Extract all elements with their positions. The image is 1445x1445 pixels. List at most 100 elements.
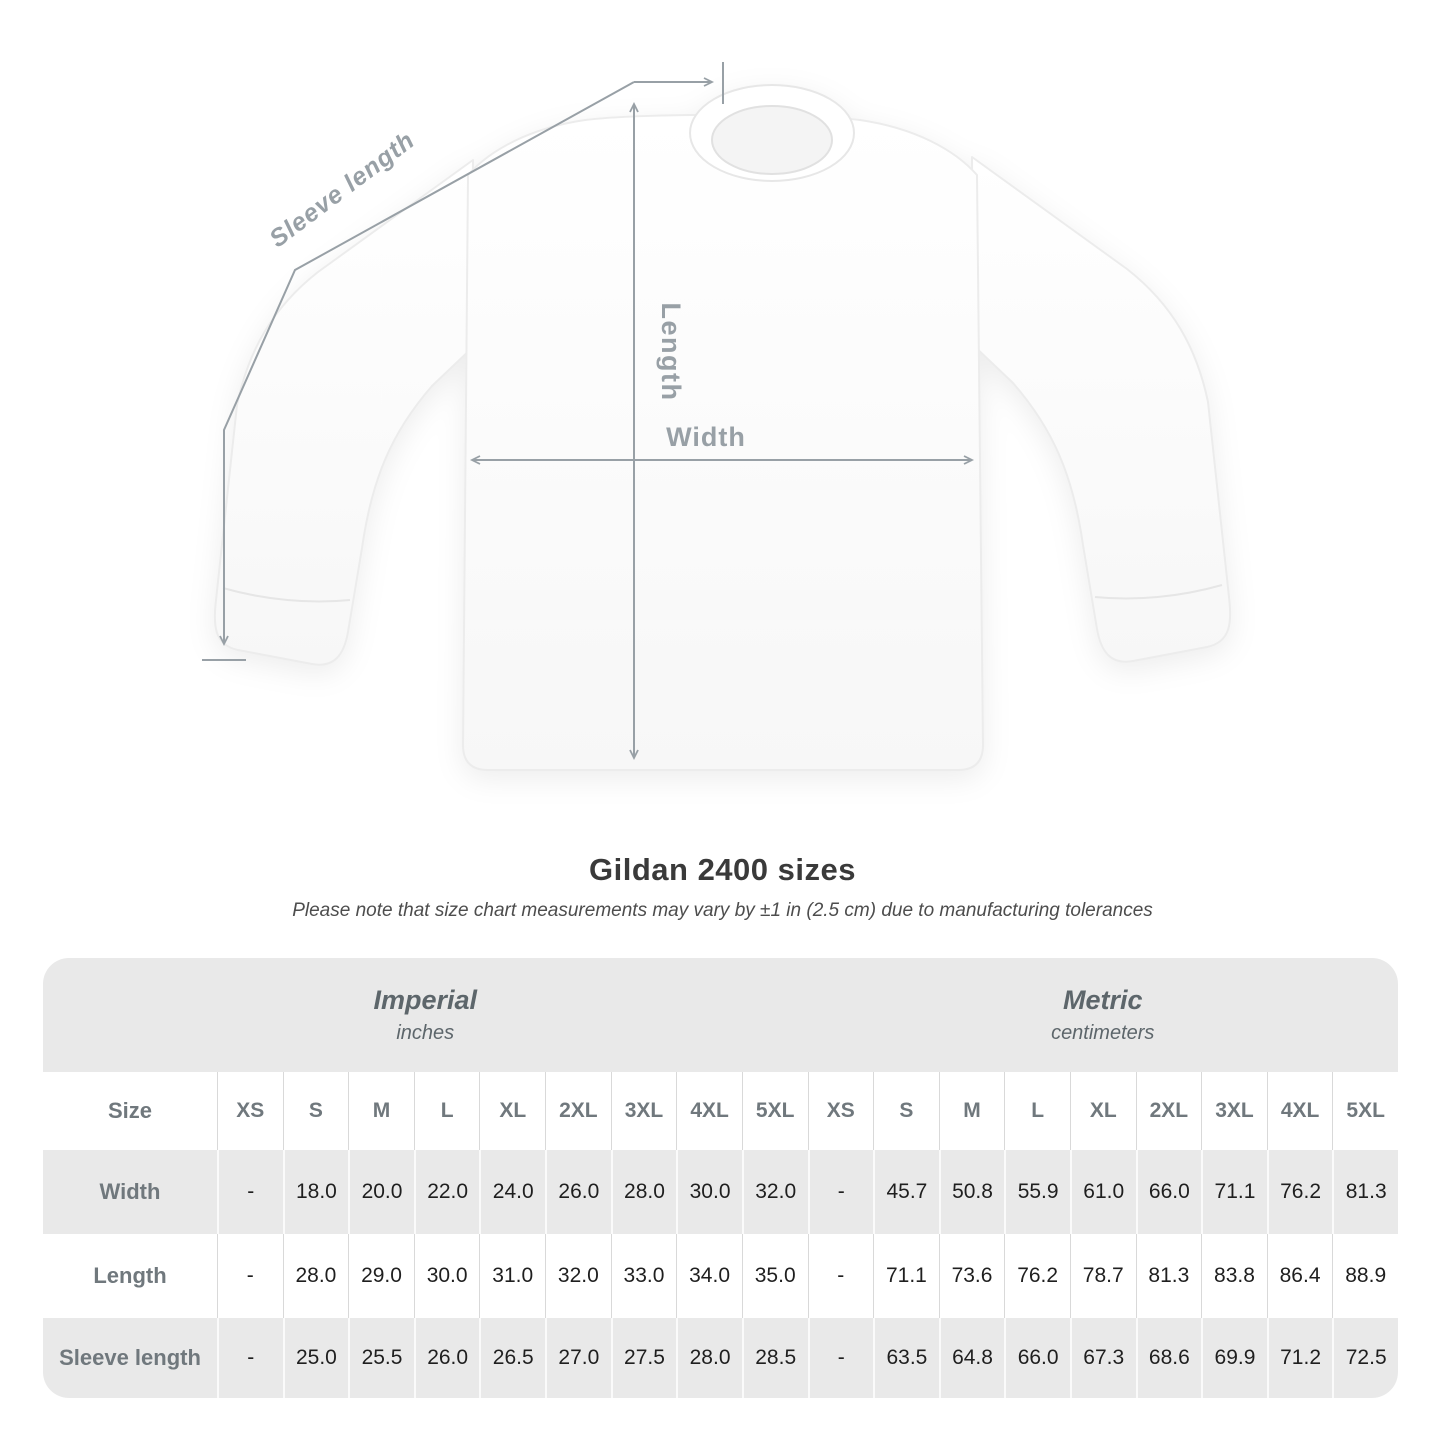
tolerance-note: Please note that size chart measurements… [292, 900, 1153, 921]
measurement-value: 76.2 [1266, 1150, 1333, 1234]
size-column-header: S [282, 1072, 349, 1150]
size-column-header: 4XL [1266, 1072, 1333, 1150]
metric-title: Metric [1062, 985, 1143, 1015]
measurement-value: 71.1 [873, 1234, 939, 1318]
size-column-header: L [413, 1072, 480, 1150]
table-row: Sleeve length -25.0 25.5 26.0 26.5 27.0 27.5 28… [43, 1318, 1398, 1398]
size-column-header: 3XL [1201, 1072, 1267, 1150]
measurement-value: 26.0 [545, 1150, 611, 1234]
size-column-header: XL [1069, 1072, 1136, 1150]
measurement-value: 67.3 [1069, 1318, 1136, 1398]
measurement-value: 55.9 [1004, 1150, 1070, 1234]
measurement-value: - [807, 1150, 874, 1234]
measurement-value: 31.0 [479, 1234, 545, 1318]
size-column-header: 2XL [545, 1072, 611, 1150]
row-label: Length [93, 1263, 167, 1288]
measurement-value: - [807, 1234, 874, 1318]
measurement-value: 68.6 [1135, 1318, 1202, 1398]
size-column-header: 3XL [610, 1072, 677, 1150]
measurement-value: 69.9 [1201, 1318, 1267, 1398]
measurement-value: 28.0 [676, 1318, 742, 1398]
measurement-value: 34.0 [676, 1234, 742, 1318]
measurement-value: 18.0 [282, 1150, 349, 1234]
row-label: Width [99, 1179, 161, 1204]
measurement-value: 61.0 [1069, 1150, 1136, 1234]
measurement-value: 25.0 [282, 1318, 349, 1398]
size-corner-label: Size [107, 1098, 153, 1123]
size-column-header: M [938, 1072, 1005, 1150]
measurement-value: 78.7 [1069, 1234, 1136, 1318]
measurement-value: - [217, 1150, 283, 1234]
table-row: Length -28.0 29.0 30.0 31.0 32.0 33.0 34.0 35.0-… [43, 1234, 1398, 1318]
unit-header-band: Imperial inches Metric centimeters [43, 958, 1398, 1072]
size-column-header: 4XL [676, 1072, 742, 1150]
size-table: Imperial inches Metric centimeters Size X… [43, 958, 1398, 1398]
size-column-header: 2XL [1135, 1072, 1202, 1150]
size-column-header: XS [217, 1072, 283, 1150]
measurement-value: 26.5 [479, 1318, 545, 1398]
measurement-value: 81.3 [1135, 1234, 1202, 1318]
measurement-value: - [217, 1318, 283, 1398]
measurement-value: 29.0 [348, 1234, 414, 1318]
measurement-value: 25.5 [348, 1318, 414, 1398]
size-column-header: XS [807, 1072, 874, 1150]
length-label: Length [656, 303, 686, 402]
measurement-value: 30.0 [676, 1150, 742, 1234]
measurement-value: 28.0 [610, 1150, 677, 1234]
measurement-value: 24.0 [479, 1150, 545, 1234]
measurement-value: 66.0 [1004, 1318, 1070, 1398]
left-cuff-line [222, 587, 351, 603]
title-block: Gildan 2400 sizes Please note that size … [0, 852, 1445, 922]
measurement-rows: Width -18.0 20.0 22.0 24.0 26.0 28.0 30.0 32.0-4… [43, 1150, 1398, 1398]
measurement-value: 32.0 [741, 1150, 808, 1234]
shirt-left-sleeve [213, 159, 474, 666]
measurement-value: 35.0 [741, 1234, 808, 1318]
measurement-value: 50.8 [938, 1150, 1005, 1234]
measurement-value: 76.2 [1004, 1234, 1070, 1318]
measurement-value: 73.6 [938, 1234, 1005, 1318]
measurement-value: 28.5 [741, 1318, 808, 1398]
measurement-value: 32.0 [545, 1234, 611, 1318]
measurement-value: 64.8 [938, 1318, 1005, 1398]
measurement-value: 88.9 [1332, 1234, 1398, 1318]
size-header-row: Size XS S M L XL 2XL 3XL 4XL 5XL XS S M L XL 2XL 3XL 4XL 5… [43, 1072, 1398, 1150]
measurement-value: 81.3 [1332, 1150, 1398, 1234]
measurement-value: 27.0 [545, 1318, 611, 1398]
measurement-value: 28.0 [282, 1234, 349, 1318]
shirt-measurement-diagram: Sleeve length Length Width [202, 62, 1232, 771]
measurement-value: - [807, 1318, 874, 1398]
size-column-header: S [873, 1072, 939, 1150]
measurement-value: 71.1 [1201, 1150, 1267, 1234]
shirt-right-sleeve [971, 156, 1232, 663]
right-cuff-line [1094, 584, 1223, 600]
size-column-header: 5XL [741, 1072, 808, 1150]
shirt-body [462, 113, 984, 771]
measurement-value: 66.0 [1135, 1150, 1202, 1234]
size-column-header: 5XL [1332, 1072, 1398, 1150]
table-row: Width -18.0 20.0 22.0 24.0 26.0 28.0 30.0 32.0-4… [43, 1150, 1398, 1234]
page-title: Gildan 2400 sizes [589, 852, 856, 887]
metric-unit-header: Metric centimeters [808, 958, 1399, 1072]
measurement-value: 83.8 [1201, 1234, 1267, 1318]
measurement-value: 45.7 [873, 1150, 939, 1234]
size-column-header: M [348, 1072, 414, 1150]
imperial-unit-header: Imperial inches [43, 958, 808, 1072]
measurement-value: 30.0 [413, 1234, 480, 1318]
measurement-value: 27.5 [610, 1318, 677, 1398]
row-label: Sleeve length [59, 1345, 201, 1370]
shirt-collar-inner [711, 105, 833, 175]
measurement-value: 26.0 [413, 1318, 480, 1398]
sleeve-length-arrow [202, 62, 724, 661]
imperial-unit-label: inches [396, 1022, 455, 1044]
measurement-value: 72.5 [1332, 1318, 1398, 1398]
measurement-value: 22.0 [413, 1150, 480, 1234]
measurement-value: 86.4 [1266, 1234, 1333, 1318]
imperial-title: Imperial [373, 985, 478, 1015]
width-label: Width [666, 422, 746, 452]
shirt-diagram-svg: Sleeve length Length Width [202, 62, 1232, 771]
metric-unit-label: centimeters [1051, 1022, 1155, 1044]
size-column-header: XL [479, 1072, 545, 1150]
measurement-value: 20.0 [348, 1150, 414, 1234]
measurement-value: 71.2 [1266, 1318, 1333, 1398]
measurement-value: - [217, 1234, 283, 1318]
